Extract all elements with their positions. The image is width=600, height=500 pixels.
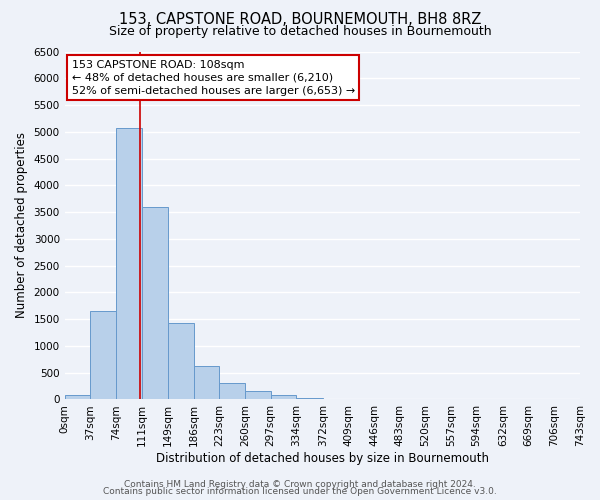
Bar — [142, 206, 168, 400]
Text: 153 CAPSTONE ROAD: 108sqm
← 48% of detached houses are smaller (6,210)
52% of se: 153 CAPSTONE ROAD: 108sqm ← 48% of detac… — [71, 60, 355, 96]
Bar — [296, 398, 323, 400]
Bar — [323, 399, 349, 400]
Bar — [245, 392, 271, 400]
Y-axis label: Number of detached properties: Number of detached properties — [15, 132, 28, 318]
Text: Contains public sector information licensed under the Open Government Licence v3: Contains public sector information licen… — [103, 488, 497, 496]
Text: Size of property relative to detached houses in Bournemouth: Size of property relative to detached ho… — [109, 25, 491, 38]
Bar — [194, 366, 220, 400]
Text: 153, CAPSTONE ROAD, BOURNEMOUTH, BH8 8RZ: 153, CAPSTONE ROAD, BOURNEMOUTH, BH8 8RZ — [119, 12, 481, 28]
Bar — [91, 311, 116, 400]
Bar — [271, 396, 296, 400]
Bar — [168, 323, 194, 400]
Bar — [220, 384, 245, 400]
X-axis label: Distribution of detached houses by size in Bournemouth: Distribution of detached houses by size … — [156, 452, 489, 465]
Text: Contains HM Land Registry data © Crown copyright and database right 2024.: Contains HM Land Registry data © Crown c… — [124, 480, 476, 489]
Bar — [116, 128, 142, 400]
Bar — [65, 396, 91, 400]
